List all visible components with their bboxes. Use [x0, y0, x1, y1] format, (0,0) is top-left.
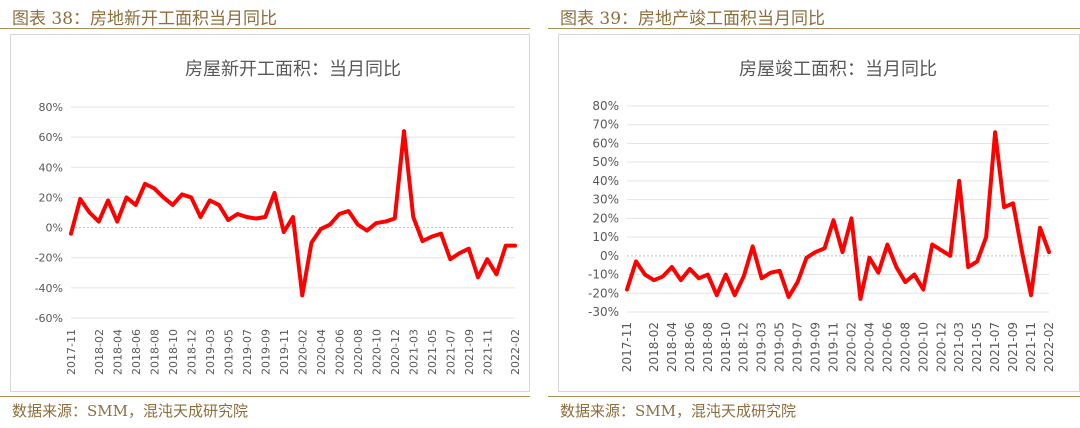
x-tick-label: 2022-02 — [509, 329, 522, 375]
caption-divider — [0, 28, 530, 29]
y-tick-label: 20% — [39, 191, 63, 204]
series-line — [69, 129, 517, 298]
x-tick-label: 2020-04 — [315, 329, 328, 375]
source-divider — [0, 396, 530, 397]
y-tick-label: 20% — [592, 211, 619, 225]
x-tick-label: 2020-12 — [934, 322, 948, 372]
chart-frame: 房屋新开工面积：当月同比 80% 60% 40% 20% 0% -20% -40% -60% 20… — [10, 34, 530, 392]
x-tick-label: 2017-11 — [65, 329, 78, 375]
chart-panel-completion: 图表 39：房地产竣工面积当月同比 房屋竣工面积：当月同比 80% 70% 60% 50… — [548, 0, 1080, 428]
y-tick-label: -30% — [588, 305, 619, 319]
x-tick-label: 2018-12 — [737, 322, 751, 372]
figure-caption: 图表 39：房地产竣工面积当月同比 — [560, 9, 826, 29]
x-tick-label: 2020-06 — [333, 329, 346, 375]
chart-title: 房屋竣工面积：当月同比 — [739, 59, 937, 80]
x-tick-label: 2021-07 — [988, 322, 1002, 372]
series-line — [625, 130, 1051, 301]
source-divider — [548, 396, 1080, 397]
x-tick-label: 2018-06 — [683, 322, 697, 372]
x-tick-label: 2020-10 — [916, 322, 930, 372]
y-tick-label: -40% — [35, 282, 63, 295]
x-tick-label: 2019-11 — [278, 329, 291, 375]
x-tick-label: 2020-02 — [844, 322, 858, 372]
x-tick-label: 2021-09 — [1006, 322, 1020, 372]
x-tick-label: 2018-08 — [148, 329, 161, 375]
x-tick-label: 2019-03 — [755, 322, 769, 372]
y-tick-label: 30% — [592, 193, 619, 207]
y-tick-label: 0% — [46, 222, 63, 235]
x-tick-label: 2021-07 — [444, 329, 457, 375]
x-tick-label: 2019-07 — [241, 329, 254, 375]
x-tick-label: 2018-10 — [719, 322, 733, 372]
x-tick-label: 2021-11 — [1024, 322, 1038, 372]
x-tick-label: 2019-07 — [791, 322, 805, 372]
x-tick-label: 2020-04 — [862, 322, 876, 372]
y-tick-label: -20% — [588, 286, 619, 300]
figure-caption: 图表 38：房地新开工面积当月同比 — [12, 9, 278, 29]
y-tick-label: 80% — [39, 101, 63, 114]
x-tick-label: 2020-06 — [880, 322, 894, 372]
x-tick-label: 2020-10 — [370, 329, 383, 375]
x-tick-label: 2018-06 — [130, 329, 143, 375]
x-tick-label: 2018-08 — [701, 322, 715, 372]
y-tick-label: -60% — [35, 312, 63, 325]
y-tick-label: 10% — [592, 230, 619, 244]
y-tick-label: 60% — [39, 131, 63, 144]
x-tick-label: 2019-05 — [222, 329, 235, 375]
x-tick-label: 2018-02 — [93, 329, 106, 375]
y-tick-label: 70% — [592, 118, 619, 132]
chart-title: 房屋新开工面积：当月同比 — [185, 59, 401, 80]
y-tick-label: -20% — [35, 252, 63, 265]
x-tick-label: 2018-04 — [111, 329, 124, 375]
source-note: 数据来源：SMM，混沌天成研究院 — [12, 402, 248, 420]
y-tick-label: 40% — [39, 161, 63, 174]
line-chart: 房屋竣工面积：当月同比 80% 70% 60% 50% 40% 30% 20% 10% 0% -10… — [588, 59, 1056, 372]
x-tick-label: 2018-02 — [647, 322, 661, 372]
x-tick-label: 2022-02 — [1042, 322, 1056, 372]
x-tick-label: 2021-05 — [426, 329, 439, 375]
x-tick-label: 2020-08 — [898, 322, 912, 372]
source-note: 数据来源：SMM，混沌天成研究院 — [560, 402, 796, 420]
x-tick-label: 2019-03 — [204, 329, 217, 375]
x-tick-label: 2021-11 — [481, 329, 494, 375]
chart-panel-new-construction: 图表 38：房地新开工面积当月同比 房屋新开工面积：当月同比 80% 60% 40% 2… — [0, 0, 530, 428]
x-tick-label: 2021-03 — [952, 322, 966, 372]
y-tick-label: 40% — [592, 174, 619, 188]
line-chart: 房屋新开工面积：当月同比80%60%40%20%0%-20%-40%-60%20… — [35, 59, 522, 375]
x-tick-label: 2019-09 — [809, 322, 823, 372]
x-tick-label: 2021-09 — [463, 329, 476, 375]
x-tick-label: 2021-05 — [970, 322, 984, 372]
y-tick-label: -10% — [588, 268, 619, 282]
x-tick-label: 2019-09 — [259, 329, 272, 375]
x-tick-label: 2017-11 — [620, 322, 634, 372]
caption-divider — [548, 28, 1080, 29]
chart-frame: 房屋竣工面积：当月同比 80% 70% 60% 50% 40% 30% 20% 10% 0% -10… — [558, 34, 1080, 392]
y-tick-label: 50% — [592, 155, 619, 169]
y-tick-label: 0% — [600, 249, 619, 263]
x-tick-label: 2018-10 — [167, 329, 180, 375]
x-tick-label: 2018-12 — [185, 329, 198, 375]
x-tick-label: 2019-11 — [827, 322, 841, 372]
x-tick-label: 2020-12 — [389, 329, 402, 375]
x-tick-label: 2021-03 — [407, 329, 420, 375]
y-tick-label: 60% — [592, 136, 619, 150]
x-tick-label: 2019-05 — [773, 322, 787, 372]
x-tick-label: 2020-02 — [296, 329, 309, 375]
y-tick-label: 80% — [592, 99, 619, 113]
x-tick-label: 2020-08 — [352, 329, 365, 375]
x-tick-label: 2018-04 — [665, 322, 679, 372]
